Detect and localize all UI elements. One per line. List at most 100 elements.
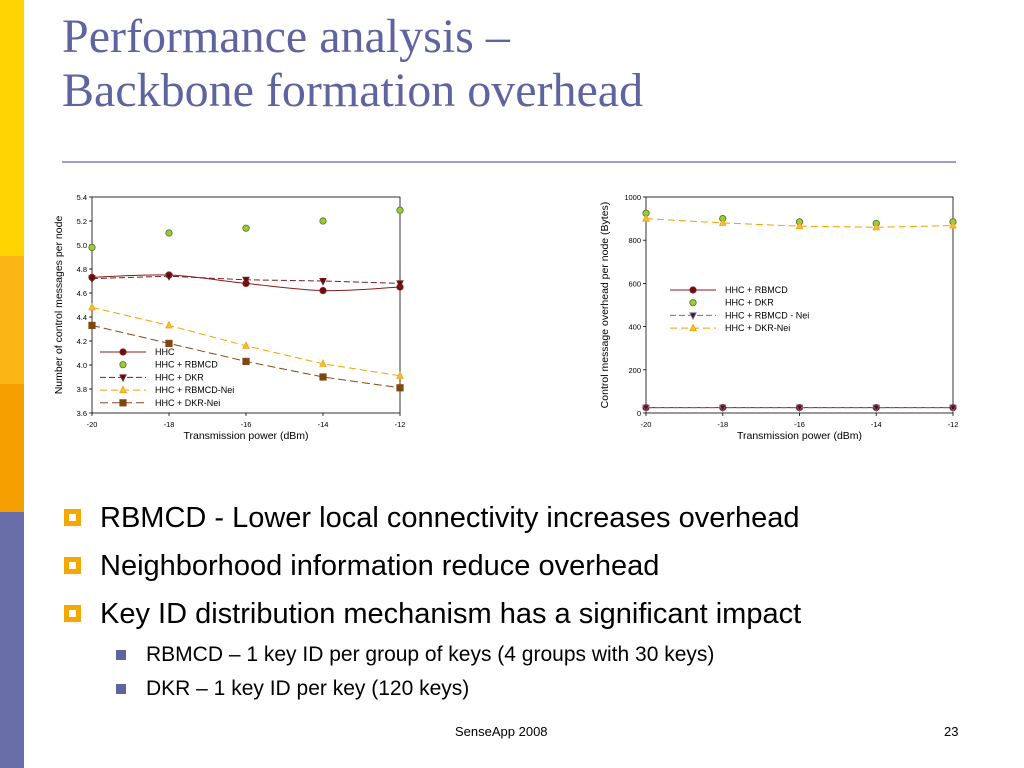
title-line-2: Backbone formation overhead [62,64,644,117]
data-point [165,229,173,237]
bullet-marker [64,557,81,574]
legend: HHC HHC + RBMCD HHC + DKR HHC + RBMCD-Nei HH… [100,347,234,408]
y-tick-label: 3.6 [77,409,87,418]
title-line-1: Performance analysis – [62,10,510,63]
series-3 [642,213,957,231]
data-point [396,206,404,214]
legend-label: HHC + RBMCD-Nei [155,385,234,395]
data-point [396,371,404,379]
data-point [88,321,96,329]
series-line [91,324,401,389]
series-2 [642,404,957,413]
sub-bullet-item: RBMCD – 1 key ID per group of keys (4 gr… [62,638,992,672]
legend-marker [119,374,127,383]
y-tick-label: 600 [628,279,641,288]
data-point [242,357,250,365]
y-tick-label: 5.0 [77,241,87,250]
y-tick-label: 4.0 [77,361,87,370]
data-point [242,276,250,285]
bullet-item: Neighborhood information reduce overhead [62,542,992,590]
legend-label: HHC + RBMCD [155,360,218,370]
legend-label: HHC [155,347,175,357]
data-point [396,280,404,289]
data-point [165,339,173,347]
x-tick-label: -16 [794,420,805,429]
bullet-marker [64,509,81,526]
series-3 [88,302,404,379]
x-tick-label: -14 [871,420,882,429]
side-bar-yellow [0,0,24,256]
x-tick-label: -12 [948,420,959,429]
data-point [319,217,327,225]
data-point [88,302,96,311]
x-axis-label: Transmission power (dBm) [183,430,308,442]
bullet-item: RBMCD - Lower local connectivity increas… [62,494,992,542]
side-bar-purple [0,512,24,768]
x-tick-label: -12 [395,420,406,429]
sub-bullet-marker [116,684,126,694]
legend-marker [689,286,697,294]
legend-label: HHC + DKR [725,298,774,308]
side-bar-light-orange [0,256,24,384]
sub-bullet-marker [116,650,126,660]
data-point [949,220,957,229]
legend-label: HHC + DKR [155,372,204,382]
series-1 [88,206,404,252]
y-tick-label: 1000 [624,193,641,202]
legend-marker [689,299,697,307]
y-tick-label: 0 [637,409,641,418]
data-point [795,404,804,413]
legend-marker [119,385,127,394]
footer-event: SenseApp 2008 [455,724,548,739]
data-point [319,287,327,295]
y-axis-label: Number of control messages per node [53,216,65,395]
y-tick-label: 5.4 [77,193,87,202]
legend-marker [119,348,127,356]
title-divider [62,161,956,163]
data-point [642,213,650,222]
sub-bullet-text: DKR – 1 key ID per key (120 keys) [146,677,470,700]
page-number: 23 [944,724,959,739]
data-point [795,221,804,230]
data-point [242,341,250,349]
data-point [319,359,327,367]
bullet-text: Key ID distribution mechanism has a sign… [100,598,802,630]
y-tick-label: 4.2 [77,337,87,346]
bullet-text: Neighborhood information reduce overhead [100,550,660,582]
y-tick-label: 3.8 [77,385,87,394]
legend-marker [119,399,127,407]
legend-marker [119,361,127,369]
y-tick-label: 4.8 [77,265,87,274]
bullet-list: RBMCD - Lower local connectivity increas… [62,494,992,706]
data-point [88,275,96,284]
slide-title: Performance analysis – Backbone formatio… [62,10,962,118]
x-axis-label: Transmission power (dBm) [737,430,862,442]
data-point [165,320,173,329]
data-point [718,218,727,226]
series-2 [88,273,404,289]
legend-marker [689,323,697,332]
data-point [949,404,957,413]
legend: HHC + RBMCD HHC + DKR HHC + RBMCD - Nei HHC… [670,285,809,333]
data-point [165,273,173,281]
legend-label: HHC + RBMCD [725,285,788,295]
data-point [872,404,881,413]
x-tick-label: -14 [318,420,329,429]
data-point [88,243,96,252]
series-4 [88,321,404,392]
y-axis-label: Control message overhead per node (Bytes… [599,202,611,409]
data-point [319,278,327,286]
sub-bullet-item: DKR – 1 key ID per key (120 keys) [62,672,992,706]
sub-bullet-text: RBMCD – 1 key ID per group of keys (4 gr… [146,643,715,666]
data-point [396,384,404,392]
data-point [872,222,881,231]
y-tick-label: 800 [628,236,641,245]
x-tick-label: -16 [241,420,252,429]
y-tick-label: 200 [628,366,641,375]
y-tick-label: 4.4 [77,313,87,322]
legend-label: HHC + DKR-Nei [725,323,790,333]
bullet-marker [64,605,81,622]
x-tick-label: -18 [164,420,175,429]
legend-label: HHC + RBMCD - Nei [725,310,809,320]
x-tick-label: -20 [641,420,652,429]
